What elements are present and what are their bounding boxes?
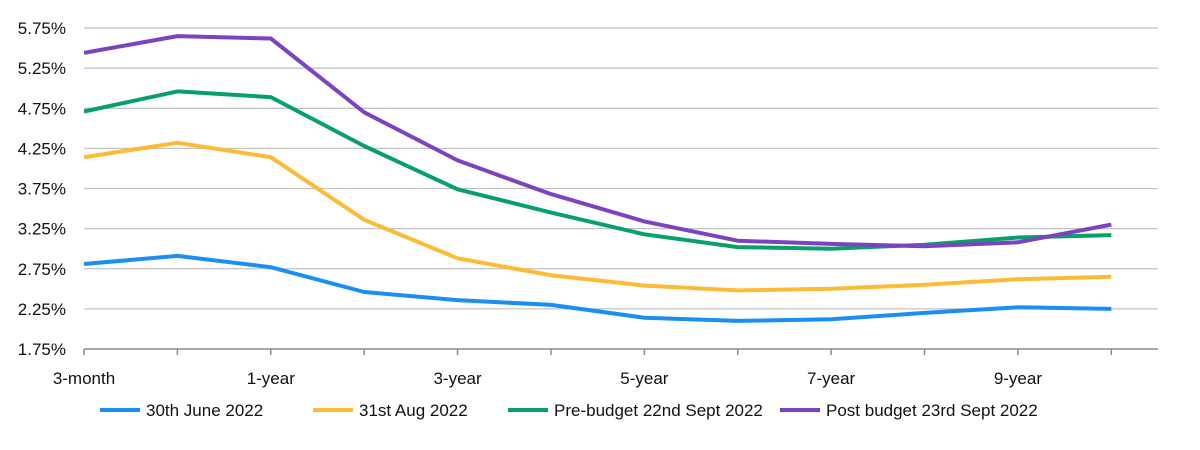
x-tick-label: 5-year — [620, 369, 669, 388]
y-tick-label: 1.75% — [18, 340, 66, 359]
legend-label: 31st Aug 2022 — [359, 401, 468, 420]
series-line-4 — [83, 34, 1112, 249]
series-lines — [83, 34, 1112, 323]
y-tick-label: 3.75% — [18, 180, 66, 199]
x-axis: 3-month 1-year 3-year 5-year 7-year 9-year — [53, 348, 1158, 388]
gridlines — [84, 27, 1158, 310]
y-tick-label: 4.75% — [18, 99, 66, 118]
y-tick-label: 5.75% — [18, 19, 66, 38]
x-tick-label: 3-month — [53, 369, 115, 388]
series-line-1 — [83, 253, 1112, 323]
legend-label: 30th June 2022 — [146, 401, 263, 420]
x-tick-label: 3-year — [433, 369, 482, 388]
series-line-2 — [83, 140, 1112, 293]
y-tick-label: 2.25% — [18, 300, 66, 319]
x-tick-label: 7-year — [807, 369, 856, 388]
legend: 30th June 2022 31st Aug 2022 Pre-budget 22… — [100, 401, 1038, 420]
y-tick-label: 5.25% — [18, 59, 66, 78]
x-tick-label: 1-year — [247, 369, 296, 388]
legend-label: Post budget 23rd Sept 2022 — [826, 401, 1038, 420]
series-line-3 — [83, 89, 1112, 251]
y-tick-label: 3.25% — [18, 220, 66, 239]
x-tick-label: 9-year — [994, 369, 1043, 388]
legend-label: Pre-budget 22nd Sept 2022 — [554, 401, 763, 420]
y-tick-label: 4.25% — [18, 139, 66, 158]
y-axis-ticks: 1.75% 2.25% 2.75% 3.25% 3.75% 4.25% 4.75% 5.25%… — [18, 19, 66, 359]
y-tick-label: 2.75% — [18, 260, 66, 279]
